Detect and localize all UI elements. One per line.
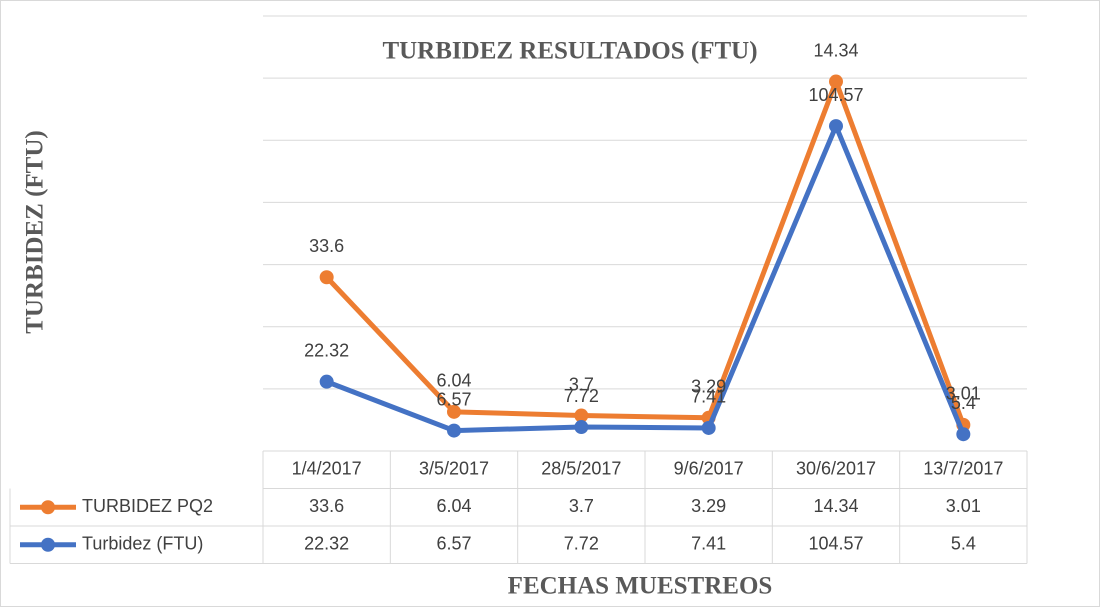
data-label: 7.72 [564, 386, 599, 406]
table-cell: 3.01 [946, 496, 981, 516]
data-label: 6.57 [436, 389, 471, 409]
x-tick-label: 3/5/2017 [419, 459, 489, 479]
table-cell: 7.41 [691, 534, 726, 554]
x-tick-label: 30/6/2017 [796, 459, 876, 479]
data-point [574, 408, 589, 423]
x-tick-label: 28/5/2017 [541, 459, 621, 479]
legend-label: Turbidez (FTU) [82, 534, 203, 554]
table-cell: 22.32 [304, 534, 349, 554]
data-label: 7.41 [691, 387, 726, 407]
data-point [956, 427, 971, 442]
data-label: 14.34 [813, 40, 858, 60]
legend-key [41, 500, 55, 515]
data-label: 33.6 [309, 236, 344, 256]
x-tick-label: 1/4/2017 [292, 459, 362, 479]
data-label: 22.32 [304, 340, 349, 360]
y-axis-title: TURBIDEZ (FTU) [22, 130, 49, 334]
data-point [574, 420, 589, 435]
table-cell: 3.29 [691, 496, 726, 516]
data-point [447, 404, 461, 419]
legend-label: TURBIDEZ PQ2 [82, 496, 213, 516]
x-tick-label: 13/7/2017 [923, 459, 1003, 479]
data-label: 3.01 [946, 384, 981, 404]
legend-key [41, 537, 55, 552]
data-point [319, 270, 334, 285]
data-point [701, 420, 716, 435]
table-cell: 7.72 [564, 534, 599, 554]
table-cell: 6.57 [436, 534, 471, 554]
data-label: 104.57 [808, 85, 863, 105]
chart-title: TURBIDEZ RESULTADOS (FTU) [382, 38, 757, 65]
data-point [319, 374, 334, 389]
table-cell: 3.7 [569, 496, 594, 516]
data-label: 6.04 [436, 371, 471, 391]
data-label: 5.4 [951, 393, 976, 413]
series-line [325, 123, 966, 436]
table-cell: 33.6 [309, 496, 344, 516]
data-label: 3.29 [691, 377, 726, 397]
table-cell: 5.4 [951, 534, 976, 554]
data-point [829, 119, 843, 134]
x-axis-title: FECHAS MUESTREOS [508, 573, 773, 600]
series-line [324, 79, 966, 426]
x-tick-label: 9/6/2017 [674, 459, 744, 479]
data-point [829, 74, 843, 89]
data-point [447, 423, 461, 438]
table-cell: 14.34 [813, 496, 858, 516]
data-label: 3.7 [569, 374, 594, 394]
table-cell: 6.04 [436, 496, 471, 516]
table-cell: 104.57 [808, 534, 863, 554]
